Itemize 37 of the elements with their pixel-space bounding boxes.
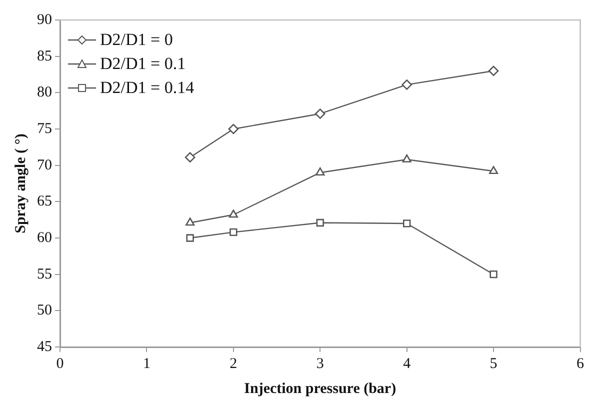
point <box>402 154 412 162</box>
point <box>186 218 195 226</box>
point <box>488 166 498 174</box>
x-axis-title: Injection pressure (bar) <box>244 380 396 397</box>
y-tick-label: 50 <box>37 302 52 319</box>
point <box>403 220 411 228</box>
y-tick-label: 45 <box>37 338 52 355</box>
x-tick-label: 1 <box>142 356 150 372</box>
x-tick-label: 3 <box>316 356 324 372</box>
y-tick-label: 55 <box>37 266 52 282</box>
x-tick-label: 2 <box>230 356 238 372</box>
y-tick-label: 65 <box>37 194 52 210</box>
y-tick-label: 60 <box>37 230 52 246</box>
x-tick-label: 0 <box>56 356 64 372</box>
point <box>490 270 498 278</box>
point <box>184 152 196 162</box>
point <box>314 108 326 119</box>
point <box>230 228 238 236</box>
x-tick-label: 6 <box>576 356 584 372</box>
y-tick-label: 80 <box>37 84 52 101</box>
x-tick-label: 5 <box>490 356 498 372</box>
y-tick-label: 70 <box>37 157 52 174</box>
legend-label: D2/D1 = 0.14 <box>100 78 194 98</box>
legend-label: D2/D1 = 0 <box>100 30 173 50</box>
point <box>228 124 239 134</box>
y-tick-label: 90 <box>37 12 52 28</box>
point <box>488 66 499 76</box>
y-axis-title: Spray angle ( °) <box>12 134 29 234</box>
point <box>186 234 194 242</box>
point <box>316 167 325 176</box>
x-tick-label: 4 <box>403 356 412 372</box>
y-tick-label: 85 <box>37 48 52 64</box>
point <box>402 80 412 90</box>
point <box>228 210 238 218</box>
legend-label: D2/D1 = 0.1 <box>100 54 186 74</box>
y-tick-label: 75 <box>37 120 52 137</box>
point <box>316 218 324 227</box>
